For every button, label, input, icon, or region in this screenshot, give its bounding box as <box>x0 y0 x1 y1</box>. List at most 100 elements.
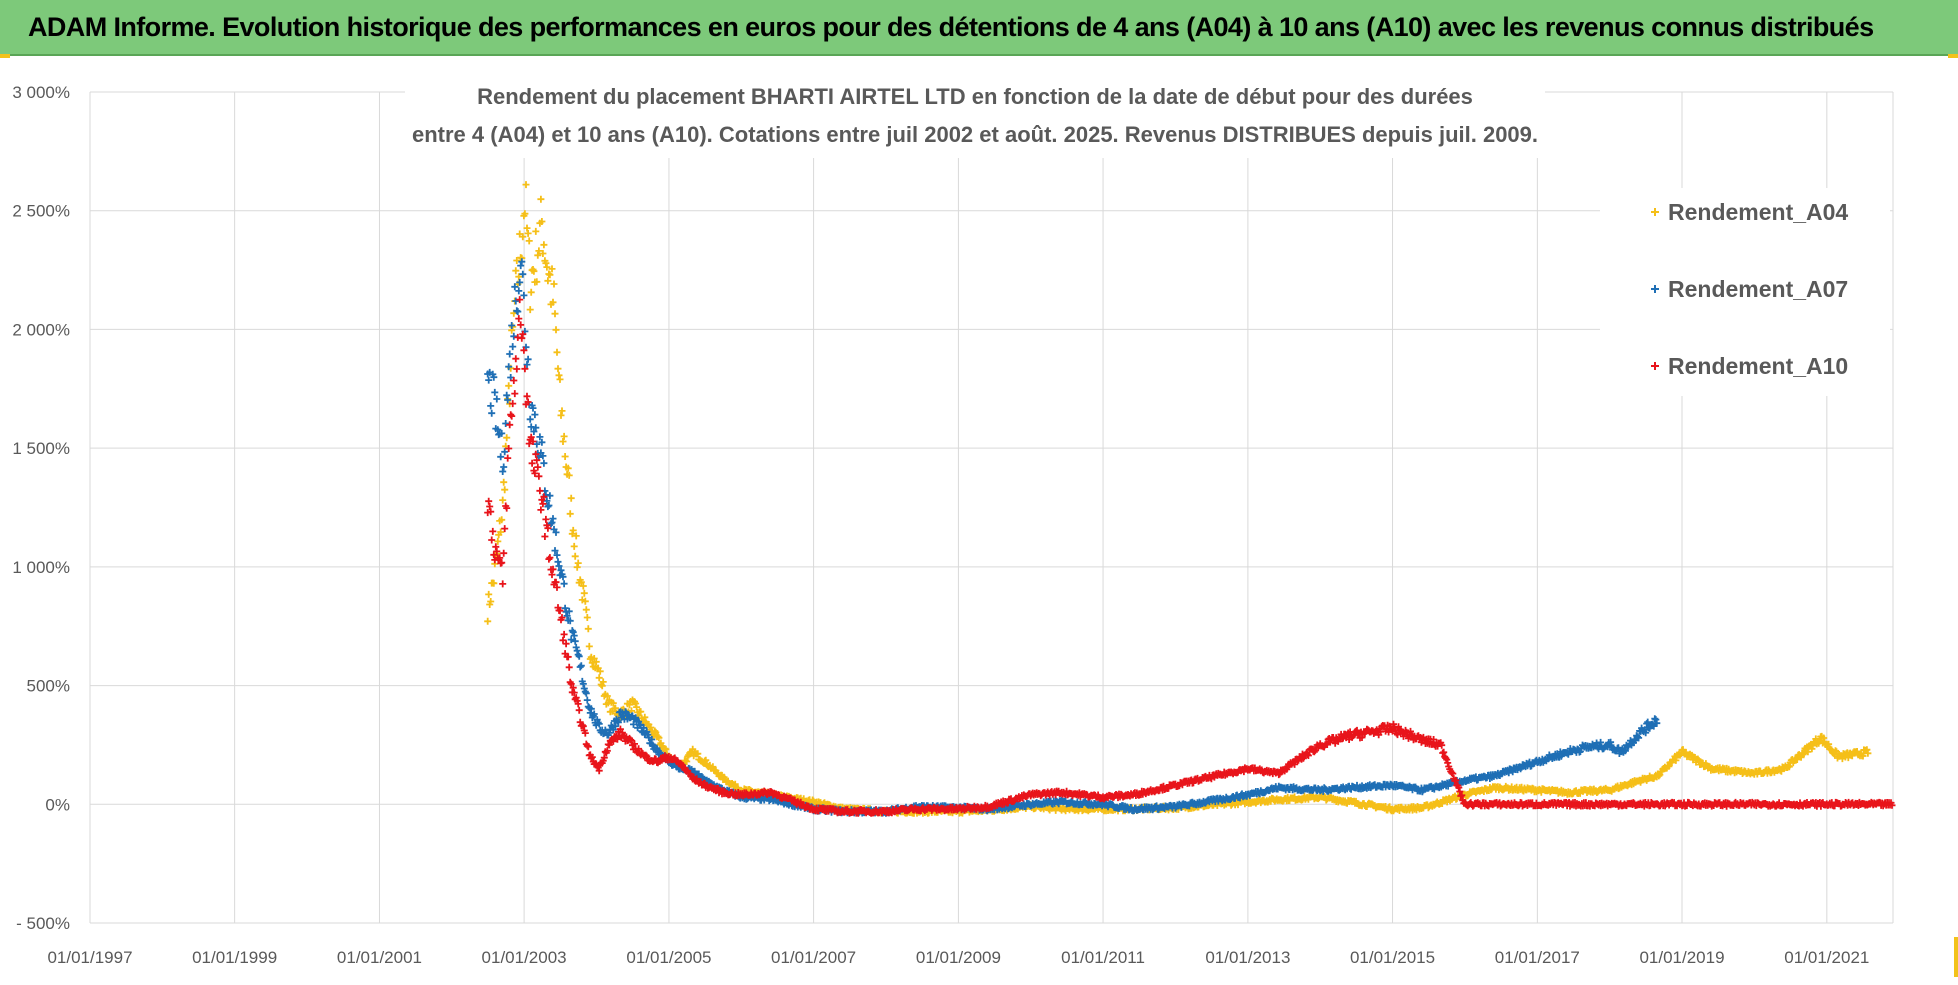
data-point <box>643 752 651 760</box>
data-point <box>1644 718 1652 726</box>
data-point <box>499 468 507 475</box>
data-point <box>555 562 563 570</box>
data-point <box>582 689 590 697</box>
data-point <box>546 554 554 562</box>
data-point <box>581 597 589 605</box>
legend-marker <box>1651 285 1659 293</box>
data-point <box>564 653 572 661</box>
data-point <box>542 259 550 267</box>
data-point <box>551 547 559 555</box>
data-point <box>536 433 544 441</box>
data-point <box>511 283 519 291</box>
data-point <box>534 463 542 471</box>
banner: ADAM Informe. Evolution historique des p… <box>0 0 1958 56</box>
data-point <box>657 739 665 747</box>
data-point <box>1665 762 1673 770</box>
data-point <box>499 580 507 588</box>
y-tick-label: 1 000% <box>12 558 70 577</box>
data-point <box>1621 747 1629 755</box>
data-point <box>1353 726 1361 734</box>
data-point <box>545 555 553 563</box>
data-point <box>548 265 556 273</box>
x-tick-label: 01/01/2005 <box>626 948 711 967</box>
data-point <box>635 745 643 753</box>
data-point <box>571 637 579 645</box>
x-tick-label: 01/01/2021 <box>1784 948 1869 967</box>
data-point <box>570 632 578 640</box>
data-point <box>512 297 520 305</box>
data-point <box>548 571 556 579</box>
x-tick-label: 01/01/2009 <box>916 948 1001 967</box>
x-tick-label: 01/01/1999 <box>192 948 277 967</box>
data-point <box>488 409 496 417</box>
data-point <box>1449 770 1457 778</box>
data-point <box>1407 727 1414 735</box>
data-point <box>1607 738 1615 746</box>
data-point <box>529 438 537 445</box>
data-point <box>527 433 535 441</box>
data-point <box>485 376 493 384</box>
y-tick-label: 0% <box>45 795 70 814</box>
data-point <box>500 478 508 486</box>
data-point <box>532 424 540 432</box>
data-point <box>501 525 509 533</box>
data-point <box>524 398 532 406</box>
data-point <box>1785 763 1793 771</box>
data-point <box>556 375 564 383</box>
data-point <box>545 502 553 509</box>
y-tick-label: 3 000% <box>12 83 70 102</box>
data-point <box>517 321 525 329</box>
data-point <box>616 725 624 733</box>
data-point <box>553 551 561 559</box>
data-point <box>505 445 513 452</box>
data-point <box>579 722 587 730</box>
data-point <box>582 606 590 614</box>
data-point <box>484 617 492 625</box>
data-point <box>526 415 534 423</box>
x-tick-label: 01/01/2011 <box>1061 948 1145 967</box>
data-point <box>491 388 499 396</box>
data-point <box>580 589 588 597</box>
data-point <box>513 365 521 373</box>
data-point <box>583 696 591 704</box>
data-point <box>504 396 512 404</box>
data-point <box>530 428 538 435</box>
data-point <box>549 298 557 306</box>
data-point <box>529 404 537 412</box>
legend-marker <box>1651 208 1659 216</box>
data-point <box>614 718 622 726</box>
data-point <box>573 647 581 655</box>
data-point <box>605 741 613 749</box>
data-point <box>536 487 544 495</box>
data-point <box>611 704 619 712</box>
data-point <box>540 493 548 501</box>
data-point <box>515 287 523 295</box>
data-point <box>1634 733 1642 741</box>
data-point <box>533 456 541 464</box>
chart-title-line-2: entre 4 (A04) et 10 ans (A10). Cotations… <box>412 122 1538 147</box>
data-point <box>511 390 519 398</box>
data-point <box>539 452 547 460</box>
data-point <box>533 440 541 448</box>
data-point <box>653 744 661 752</box>
data-point <box>537 506 545 514</box>
data-point <box>651 727 659 735</box>
x-tick-label: 01/01/2015 <box>1350 948 1435 967</box>
data-point <box>519 330 527 338</box>
data-point <box>579 582 587 590</box>
data-point <box>512 355 520 363</box>
data-point <box>1888 801 1896 809</box>
data-point <box>576 663 584 671</box>
data-point <box>613 717 621 725</box>
data-point <box>1455 784 1463 792</box>
data-point <box>569 684 577 692</box>
data-point <box>1458 791 1466 799</box>
data-point <box>544 503 552 511</box>
data-point <box>655 734 663 742</box>
data-point <box>559 438 567 445</box>
legend-label: Rendement_A10 <box>1668 353 1848 379</box>
data-point <box>504 454 512 462</box>
data-point <box>498 429 506 437</box>
data-point <box>532 227 540 235</box>
